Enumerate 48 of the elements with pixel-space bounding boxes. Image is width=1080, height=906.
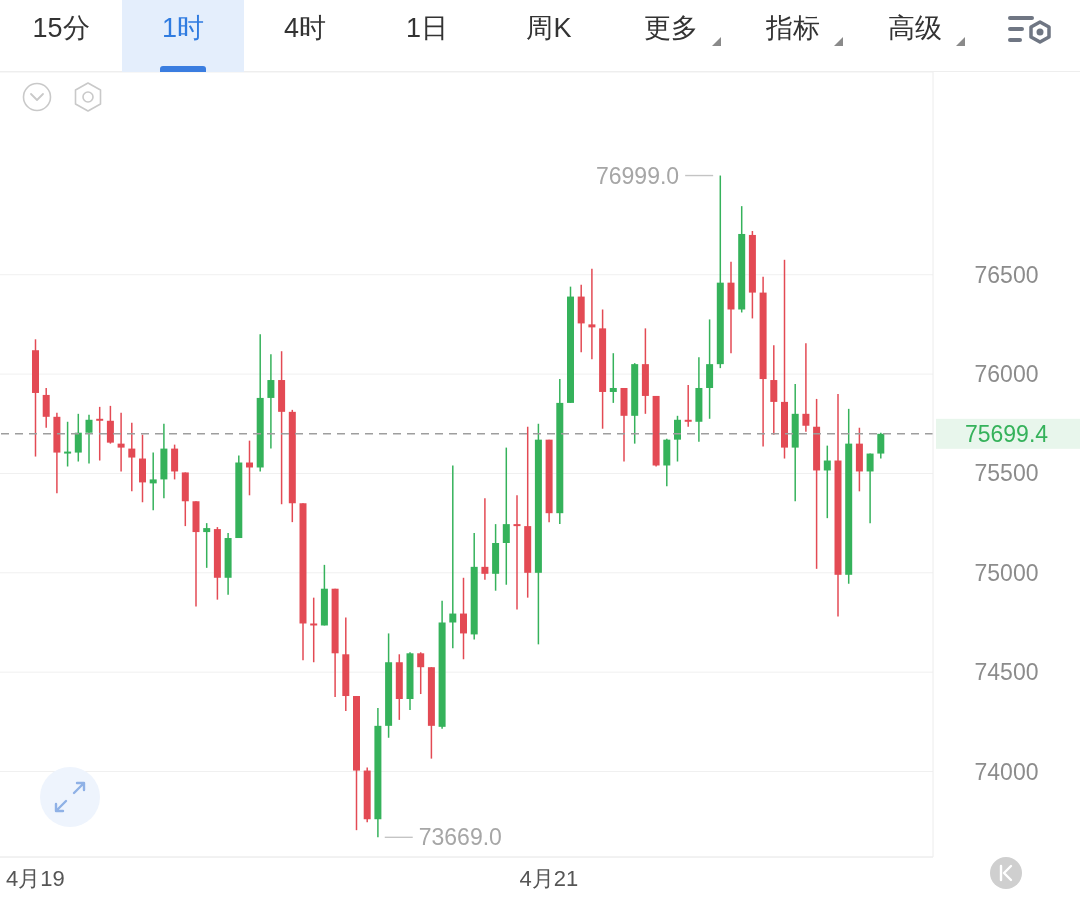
y-tick-label: 76500 [974, 261, 1039, 288]
candlestick [609, 352, 617, 404]
candlestick [823, 444, 831, 519]
y-tick-label: 74000 [974, 758, 1039, 785]
text: 15分 [32, 12, 90, 45]
candlestick [674, 415, 681, 463]
candlestick [310, 596, 318, 663]
candlestick [74, 413, 82, 463]
candlestick [588, 268, 596, 360]
candlestick [802, 342, 810, 433]
text: 4时 [283, 12, 327, 45]
text: 高级 [888, 12, 942, 45]
y-tick-label: 76000 [974, 361, 1039, 388]
candlestick [481, 497, 489, 581]
candlestick [877, 431, 885, 460]
candlestick [417, 651, 425, 695]
text: 更多 [644, 12, 698, 45]
candlestick [139, 433, 146, 504]
text: 周K [526, 12, 572, 45]
candlestick [149, 451, 157, 511]
candlestick [460, 577, 467, 661]
candlestick [171, 443, 179, 481]
annotation: 76999.0 [596, 162, 680, 189]
text: 1日 [405, 12, 449, 45]
y-tick-label: 74500 [974, 659, 1039, 686]
text: 指标 [766, 12, 820, 45]
candlestick [866, 452, 874, 524]
candlestick [267, 353, 275, 450]
text: 1时 [161, 12, 205, 45]
candlestick [513, 494, 521, 611]
candlestick [203, 522, 211, 569]
annotation: 73669.0 [418, 824, 502, 851]
candlestick [128, 422, 136, 493]
candlestick [85, 414, 93, 465]
y-tick-label: 75500 [974, 460, 1039, 487]
candlestick [106, 405, 114, 445]
x-tick-label: 4月21 [519, 865, 579, 891]
y-tick-label: 75000 [974, 559, 1039, 586]
candlestick [502, 446, 510, 586]
candlestick [706, 318, 714, 420]
candlestick [684, 384, 692, 428]
candlestick [42, 387, 50, 429]
candlestick [96, 406, 104, 462]
x-tick-label: 4月19 [5, 865, 65, 891]
candlestick [770, 344, 778, 436]
ref-line-label: 75699.4 [964, 420, 1049, 447]
candlestick [117, 412, 125, 473]
candlestick [64, 421, 72, 468]
